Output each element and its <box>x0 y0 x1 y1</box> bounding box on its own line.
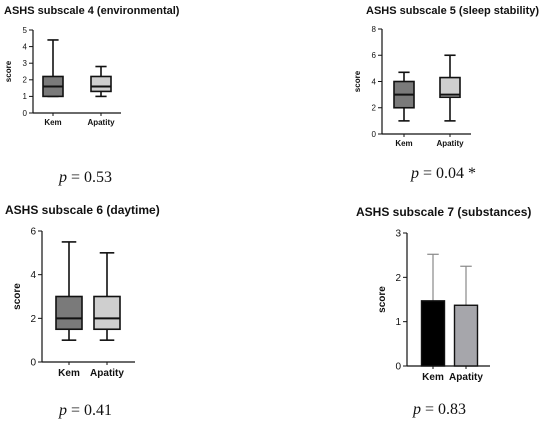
y-axis-label: score <box>12 283 23 310</box>
y-tick-label: 2 <box>395 273 401 284</box>
x-tick-label: Apatity <box>87 118 115 127</box>
p-value-text: = 0.83 <box>425 401 467 418</box>
p-value-subscale-6: p = 0.41 <box>59 402 112 420</box>
y-axis-label: score <box>4 60 13 82</box>
p-value-subscale-7: p = 0.83 <box>413 401 466 419</box>
x-tick-label: Apatity <box>436 139 464 148</box>
y-tick-label: 0 <box>395 362 401 373</box>
y-tick-label: 3 <box>395 229 401 240</box>
bar-kem <box>420 300 446 367</box>
y-tick-label: 8 <box>372 25 377 34</box>
bar-apatity <box>453 304 479 367</box>
y-tick-label: 4 <box>23 42 28 51</box>
chart-title-subscale-4: ASHS subscale 4 (environmental) <box>4 5 180 17</box>
y-tick-label: 1 <box>23 92 28 101</box>
p-value-text: = 0.41 <box>71 402 113 419</box>
x-tick-label: Kem <box>422 372 444 383</box>
x-tick-label: Kem <box>58 368 80 379</box>
p-value-subscale-5: p = 0.04 * <box>411 165 476 183</box>
p-value-text: = 0.53 <box>71 169 113 186</box>
p-symbol: p <box>59 169 67 186</box>
y-tick-label: 5 <box>23 26 28 35</box>
chart-title-subscale-5: ASHS subscale 5 (sleep stability) <box>366 5 540 17</box>
chart-title-subscale-7: ASHS subscale 7 (substances) <box>356 205 532 219</box>
p-symbol: p <box>413 401 421 418</box>
p-value-subscale-4: p = 0.53 <box>59 169 112 187</box>
y-axis-label: score <box>377 286 388 313</box>
box-kem <box>55 295 83 331</box>
x-tick-label: Kem <box>395 139 412 148</box>
box-apatity <box>90 75 112 93</box>
y-tick-label: 1 <box>395 317 401 328</box>
y-tick-label: 2 <box>372 104 377 113</box>
y-tick-label: 4 <box>30 270 36 281</box>
y-axis-label: score <box>353 70 362 92</box>
y-tick-label: 0 <box>23 109 28 118</box>
y-tick-label: 3 <box>23 59 28 68</box>
y-tick-label: 4 <box>372 77 377 86</box>
chart-title-subscale-6: ASHS subscale 6 (daytime) <box>5 203 160 217</box>
y-tick-label: 2 <box>30 314 36 325</box>
p-symbol: p <box>59 402 67 419</box>
y-tick-label: 0 <box>372 130 377 139</box>
box-apatity <box>439 76 461 99</box>
p-symbol: p <box>411 165 419 182</box>
y-tick-label: 2 <box>23 76 28 85</box>
y-tick-label: 0 <box>30 358 36 369</box>
y-tick-label: 6 <box>372 51 377 60</box>
x-tick-label: Kem <box>44 118 61 127</box>
x-tick-label: Apatity <box>90 368 124 379</box>
x-tick-label: Apatity <box>449 372 483 383</box>
y-tick-label: 6 <box>30 227 36 238</box>
p-value-text: = 0.04 * <box>423 165 477 182</box>
box-apatity <box>93 295 121 331</box>
